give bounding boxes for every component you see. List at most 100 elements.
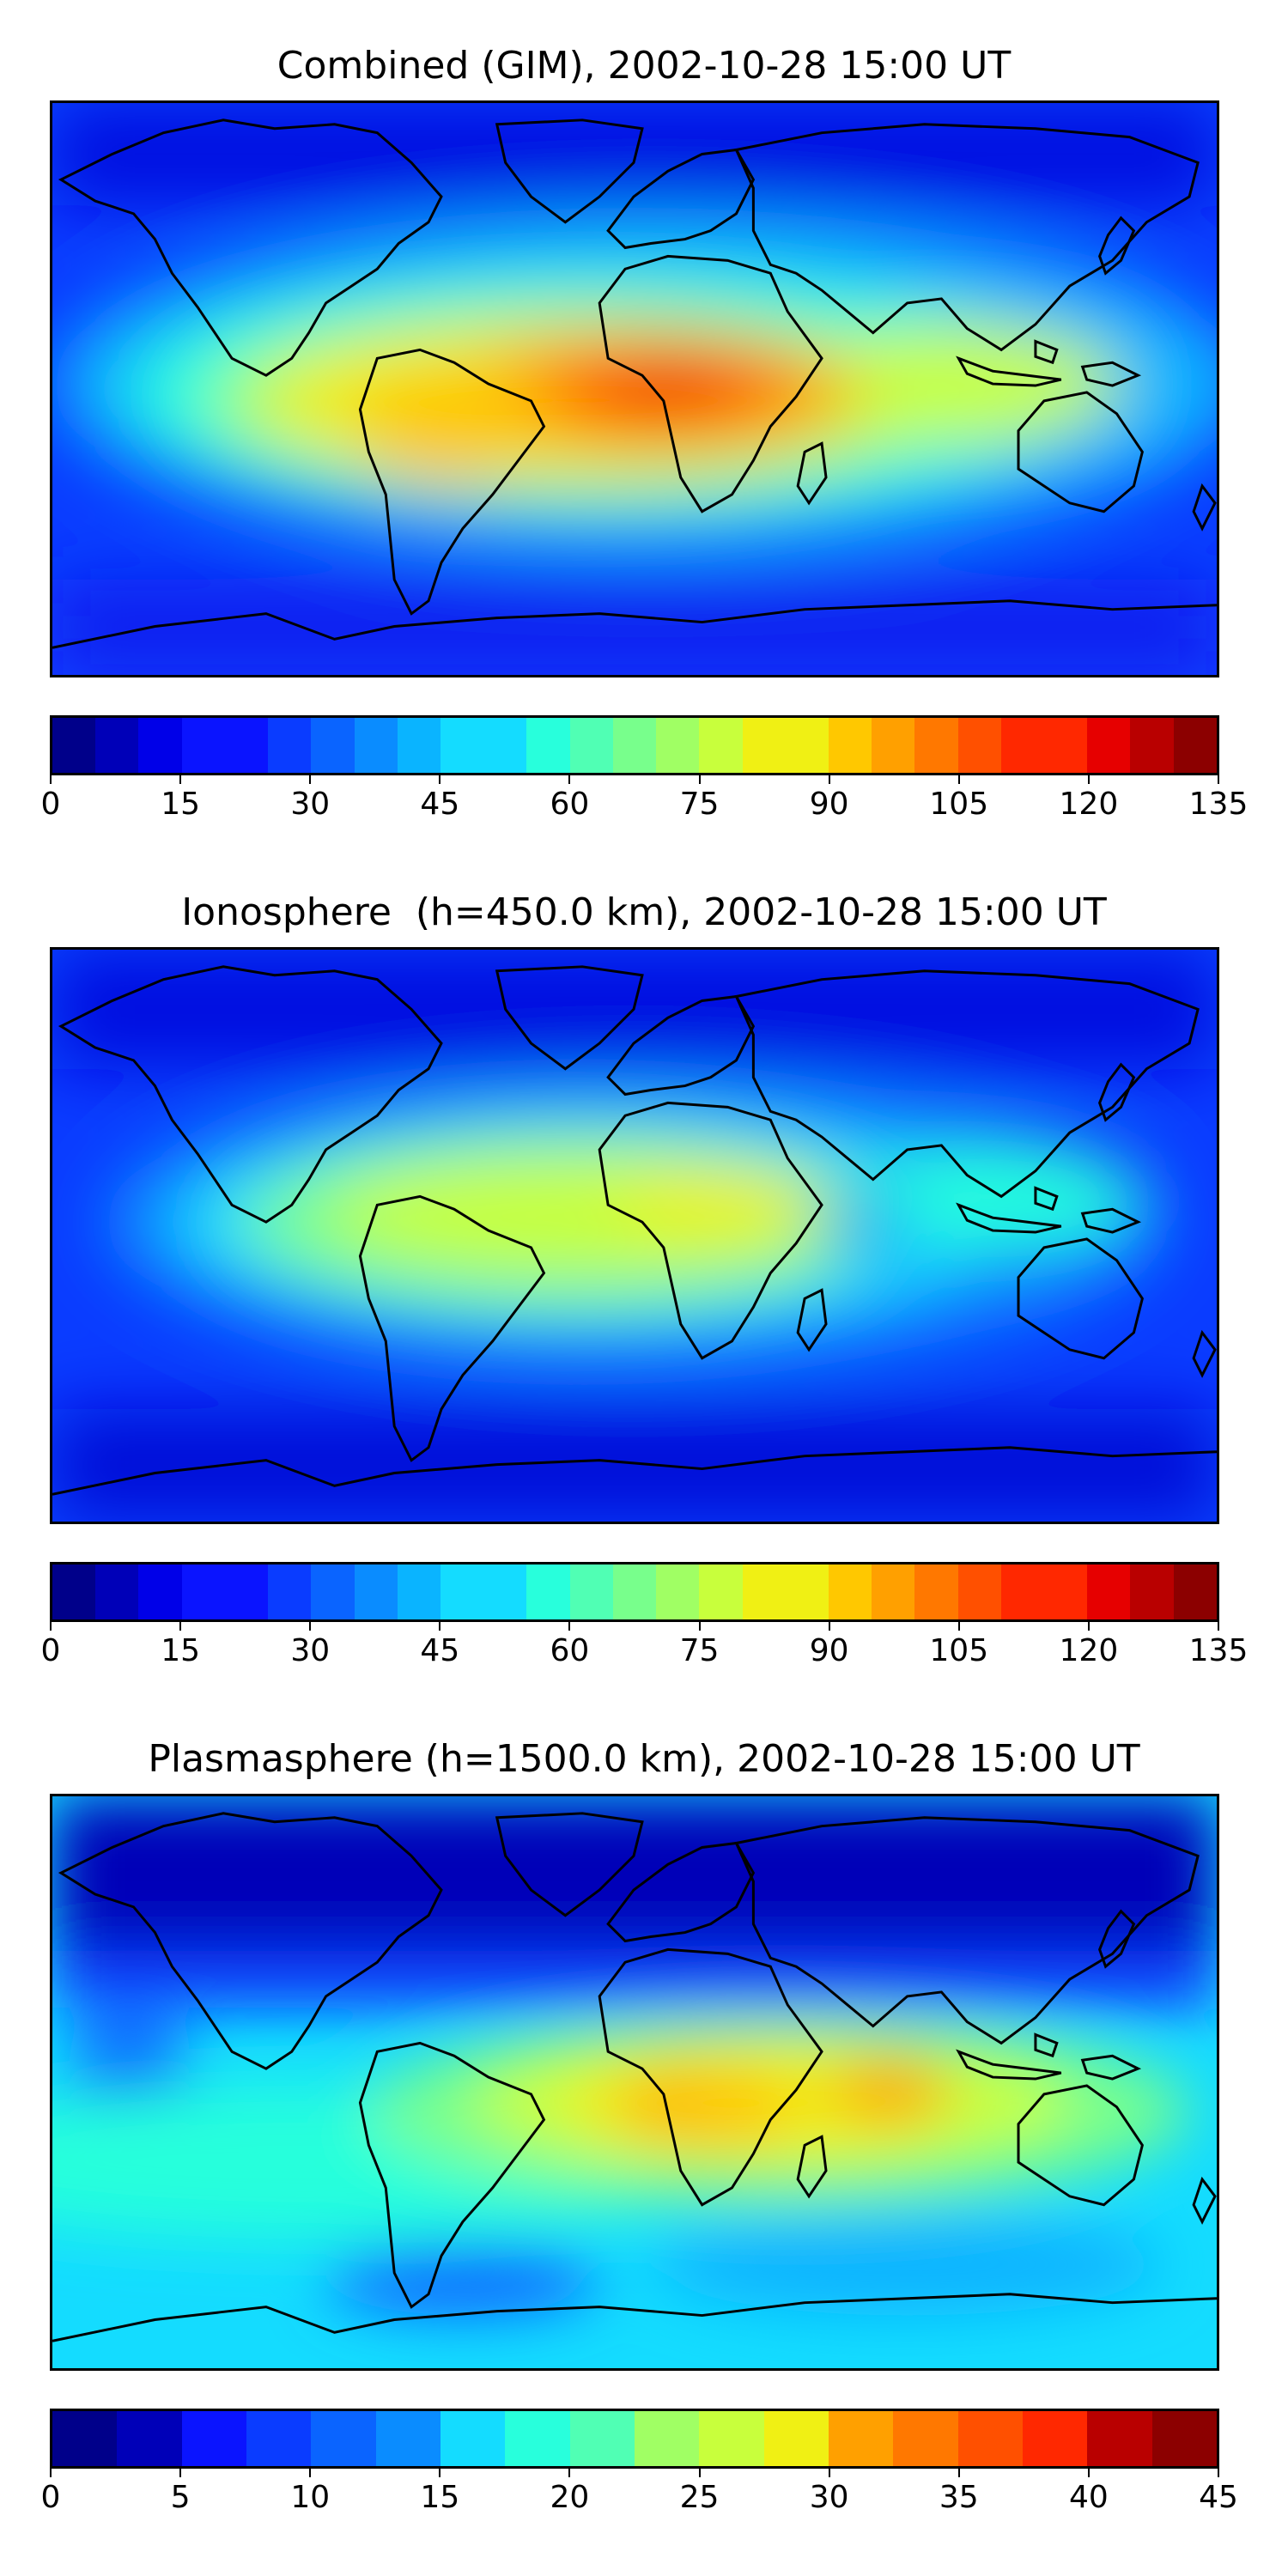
colorbar-tick: [1087, 775, 1090, 784]
colorbar-segment: [375, 2411, 440, 2466]
colorbar-segment: [569, 718, 613, 773]
map-plot: [52, 103, 1217, 675]
colorbar-segment: [1173, 718, 1217, 773]
colorbar-segment: [763, 2411, 829, 2466]
colorbar-segment: [505, 2411, 570, 2466]
colorbar-segment: [872, 1564, 915, 1619]
colorbar-segment: [311, 1564, 355, 1619]
colorbar-segment: [246, 2411, 312, 2466]
colorbar-tick: [828, 1622, 830, 1631]
colorbar-tick-label: 105: [929, 1633, 989, 1668]
colorbar-segment: [1087, 2411, 1152, 2466]
colorbar-segment: [656, 1564, 700, 1619]
colorbar-segment: [828, 2411, 894, 2466]
colorbar-tick-label: 30: [809, 2480, 849, 2515]
colorbar-segment: [224, 718, 269, 773]
colorbar-tick: [568, 2469, 571, 2477]
colorbar-tick-label: 135: [1188, 787, 1249, 822]
colorbar-segment: [311, 718, 355, 773]
tec-map-ionosphere: [50, 947, 1219, 1524]
colorbar-tick: [957, 775, 960, 784]
colorbar-segment: [569, 1564, 613, 1619]
colorbar-segment: [311, 2411, 376, 2466]
colorbar-segment: [52, 1564, 96, 1619]
colorbar-segment: [526, 1564, 570, 1619]
colorbar-segment: [268, 1564, 312, 1619]
colorbar-tick-label: 5: [170, 2480, 191, 2515]
colorbar-segment: [1130, 718, 1174, 773]
colorbar-segment: [1022, 2411, 1088, 2466]
colorbar-segment: [397, 718, 440, 773]
colorbar-segment: [440, 2411, 506, 2466]
colorbar-tick-label: 105: [929, 787, 989, 822]
colorbar-tick: [1218, 1622, 1219, 1631]
colorbar-segment: [397, 1564, 440, 1619]
colorbar-tick: [957, 1622, 960, 1631]
colorbar-tick-label: 15: [161, 1633, 201, 1668]
colorbar-segment: [1173, 1564, 1217, 1619]
colorbar-segment: [95, 1564, 139, 1619]
colorbar-segment: [914, 718, 958, 773]
colorbar-segment: [117, 2411, 182, 2466]
colorbar-segment: [1151, 2411, 1217, 2466]
colorbar-tick-label: 40: [1068, 2480, 1109, 2515]
map-title: Plasmasphere (h=1500.0 km), 2002-10-28 1…: [148, 1737, 1140, 1781]
colorbar-tick: [50, 775, 52, 784]
colorbar-segment: [354, 1564, 398, 1619]
map-title: Combined (GIM), 2002-10-28 15:00 UT: [276, 44, 1012, 88]
colorbar-segment: [1044, 1564, 1088, 1619]
colorbar-segment: [828, 1564, 872, 1619]
colorbar-tick: [309, 1622, 312, 1631]
colorbar-segment: [268, 718, 312, 773]
colorbar-segment: [957, 718, 1001, 773]
colorbar-segment: [699, 2411, 764, 2466]
colorbar-tick: [828, 2469, 830, 2477]
colorbar-segment: [138, 718, 182, 773]
colorbar-segment: [785, 1564, 829, 1619]
colorbar-segment: [569, 2411, 635, 2466]
colorbar-segment: [440, 718, 484, 773]
colorbar-segment: [742, 718, 786, 773]
tec-map-plasmasphere: [50, 1794, 1219, 2371]
colorbar-tick: [1218, 775, 1219, 784]
colorbar-tick: [439, 2469, 441, 2477]
colorbar-segment: [526, 718, 570, 773]
colorbar-tick: [50, 2469, 52, 2477]
colorbar-segment: [440, 1564, 484, 1619]
map-title: Ionosphere (h=450.0 km), 2002-10-28 15:0…: [181, 890, 1107, 934]
colorbar-segment: [181, 2411, 246, 2466]
colorbar-segment: [354, 718, 398, 773]
colorbar: [50, 715, 1219, 775]
colorbar-tick-label: 10: [290, 2480, 331, 2515]
colorbar-segment: [224, 1564, 269, 1619]
colorbar-segment: [1000, 1564, 1045, 1619]
colorbar-tick: [1087, 1622, 1090, 1631]
colorbar-tick-label: 90: [809, 787, 849, 822]
colorbar-tick: [568, 775, 571, 784]
colorbar-tick: [698, 1622, 701, 1631]
colorbar-ticks: 0 15 30 45 60 75 90 105 120 135: [41, 775, 1248, 827]
colorbar-tick-label: 20: [550, 2480, 590, 2515]
colorbar-tick: [179, 2469, 182, 2477]
colorbar-tick-label: 15: [420, 2480, 460, 2515]
colorbar-tick: [828, 775, 830, 784]
colorbar-tick: [1218, 2469, 1219, 2477]
map-plot: [52, 1796, 1217, 2368]
colorbar-tick-label: 45: [420, 787, 460, 822]
colorbar-tick: [568, 1622, 571, 1631]
colorbar-tick-label: 120: [1059, 787, 1119, 822]
colorbar-tick-label: 0: [40, 1633, 61, 1668]
colorbar-tick-label: 45: [420, 1633, 460, 1668]
colorbar: [50, 2409, 1219, 2469]
colorbar-ticks: 0 5 10 15 20 25 30 35 40 45: [41, 2469, 1238, 2520]
colorbar-tick-label: 35: [939, 2480, 979, 2515]
colorbar-tick-label: 0: [40, 787, 61, 822]
colorbar-segment: [1087, 718, 1131, 773]
colorbar-tick: [179, 1622, 182, 1631]
colorbar-tick-label: 90: [809, 1633, 849, 1668]
colorbar-tick: [439, 775, 441, 784]
colorbar-segment: [893, 2411, 958, 2466]
colorbar-segment: [699, 718, 743, 773]
colorbar-tick-label: 45: [1199, 2480, 1238, 2515]
colorbar-tick-label: 15: [161, 787, 201, 822]
